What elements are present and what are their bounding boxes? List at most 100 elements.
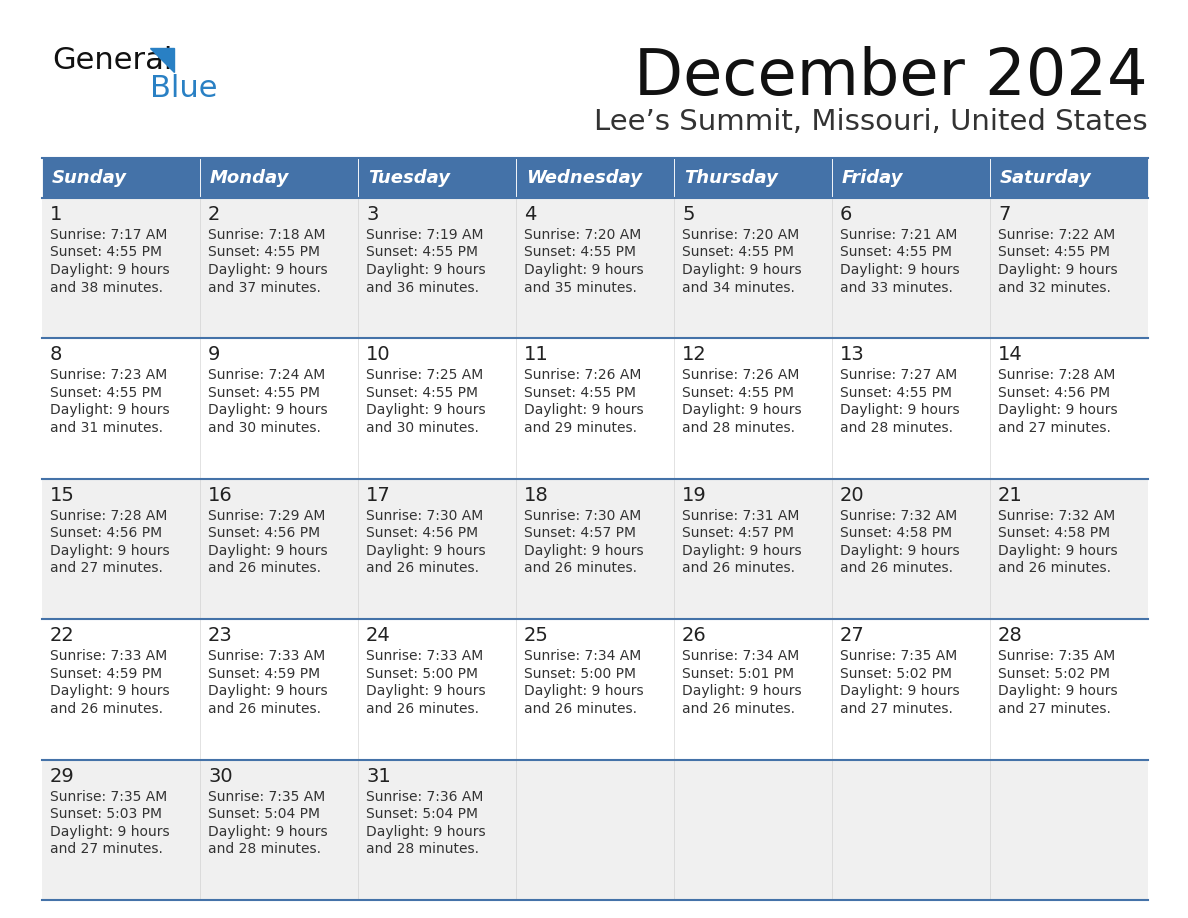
Text: 9: 9 xyxy=(208,345,221,364)
Text: and 26 minutes.: and 26 minutes. xyxy=(998,561,1111,576)
Text: and 34 minutes.: and 34 minutes. xyxy=(682,281,795,295)
Text: Sunrise: 7:32 AM: Sunrise: 7:32 AM xyxy=(840,509,958,522)
Text: 11: 11 xyxy=(524,345,549,364)
Text: 14: 14 xyxy=(998,345,1023,364)
Text: Sunrise: 7:18 AM: Sunrise: 7:18 AM xyxy=(208,228,326,242)
Text: and 35 minutes.: and 35 minutes. xyxy=(524,281,637,295)
Text: Sunset: 4:56 PM: Sunset: 4:56 PM xyxy=(366,526,478,541)
Bar xyxy=(42,479,1148,620)
Text: 30: 30 xyxy=(208,767,233,786)
Text: General: General xyxy=(52,46,172,75)
Text: Sunset: 4:56 PM: Sunset: 4:56 PM xyxy=(50,526,162,541)
Text: Sunset: 4:58 PM: Sunset: 4:58 PM xyxy=(840,526,952,541)
Text: and 30 minutes.: and 30 minutes. xyxy=(208,420,321,435)
Text: Daylight: 9 hours: Daylight: 9 hours xyxy=(524,263,644,277)
Text: Sunset: 4:55 PM: Sunset: 4:55 PM xyxy=(366,245,478,260)
Text: Sunrise: 7:26 AM: Sunrise: 7:26 AM xyxy=(682,368,800,383)
Text: Daylight: 9 hours: Daylight: 9 hours xyxy=(682,684,802,699)
Text: Daylight: 9 hours: Daylight: 9 hours xyxy=(50,543,170,558)
Text: Sunrise: 7:33 AM: Sunrise: 7:33 AM xyxy=(208,649,326,663)
Text: Sunset: 5:01 PM: Sunset: 5:01 PM xyxy=(682,666,794,681)
Text: Daylight: 9 hours: Daylight: 9 hours xyxy=(840,263,960,277)
Text: Sunrise: 7:30 AM: Sunrise: 7:30 AM xyxy=(366,509,484,522)
Bar xyxy=(674,158,832,198)
Text: Monday: Monday xyxy=(210,169,290,187)
Text: 1: 1 xyxy=(50,205,63,224)
Text: 17: 17 xyxy=(366,486,391,505)
Text: Daylight: 9 hours: Daylight: 9 hours xyxy=(50,684,170,699)
Text: Friday: Friday xyxy=(842,169,904,187)
Text: Thursday: Thursday xyxy=(684,169,778,187)
Text: Sunset: 4:57 PM: Sunset: 4:57 PM xyxy=(682,526,794,541)
Polygon shape xyxy=(150,48,173,72)
Bar xyxy=(42,339,1148,479)
Text: Daylight: 9 hours: Daylight: 9 hours xyxy=(50,824,170,839)
Text: 12: 12 xyxy=(682,345,707,364)
Text: Daylight: 9 hours: Daylight: 9 hours xyxy=(998,684,1118,699)
Text: Sunrise: 7:27 AM: Sunrise: 7:27 AM xyxy=(840,368,958,383)
Text: 8: 8 xyxy=(50,345,63,364)
Bar xyxy=(42,759,1148,900)
Text: 18: 18 xyxy=(524,486,549,505)
Text: and 28 minutes.: and 28 minutes. xyxy=(682,420,795,435)
Text: Sunrise: 7:20 AM: Sunrise: 7:20 AM xyxy=(682,228,800,242)
Text: Tuesday: Tuesday xyxy=(368,169,450,187)
Text: Sunrise: 7:25 AM: Sunrise: 7:25 AM xyxy=(366,368,484,383)
Text: Sunrise: 7:34 AM: Sunrise: 7:34 AM xyxy=(682,649,800,663)
Bar xyxy=(42,158,200,198)
Text: and 26 minutes.: and 26 minutes. xyxy=(208,561,321,576)
Text: Sunday: Sunday xyxy=(52,169,127,187)
Bar xyxy=(200,158,358,198)
Text: Daylight: 9 hours: Daylight: 9 hours xyxy=(998,543,1118,558)
Text: Sunrise: 7:19 AM: Sunrise: 7:19 AM xyxy=(366,228,484,242)
Text: and 28 minutes.: and 28 minutes. xyxy=(840,420,953,435)
Text: Sunset: 5:00 PM: Sunset: 5:00 PM xyxy=(524,666,636,681)
Text: 23: 23 xyxy=(208,626,233,645)
Text: and 28 minutes.: and 28 minutes. xyxy=(366,842,479,856)
Text: 3: 3 xyxy=(366,205,378,224)
Text: 19: 19 xyxy=(682,486,707,505)
Text: and 27 minutes.: and 27 minutes. xyxy=(998,701,1111,716)
Text: Sunset: 5:02 PM: Sunset: 5:02 PM xyxy=(998,666,1110,681)
Text: and 32 minutes.: and 32 minutes. xyxy=(998,281,1111,295)
Bar xyxy=(358,158,516,198)
Text: Daylight: 9 hours: Daylight: 9 hours xyxy=(840,543,960,558)
Text: Daylight: 9 hours: Daylight: 9 hours xyxy=(998,263,1118,277)
Text: Sunrise: 7:33 AM: Sunrise: 7:33 AM xyxy=(50,649,168,663)
Text: 2: 2 xyxy=(208,205,221,224)
Text: December 2024: December 2024 xyxy=(634,46,1148,108)
Text: 24: 24 xyxy=(366,626,391,645)
Text: Sunset: 4:55 PM: Sunset: 4:55 PM xyxy=(208,386,320,400)
Text: Sunset: 5:00 PM: Sunset: 5:00 PM xyxy=(366,666,478,681)
Text: Sunset: 4:58 PM: Sunset: 4:58 PM xyxy=(998,526,1110,541)
Text: Sunrise: 7:26 AM: Sunrise: 7:26 AM xyxy=(524,368,642,383)
Text: Daylight: 9 hours: Daylight: 9 hours xyxy=(840,684,960,699)
Text: Daylight: 9 hours: Daylight: 9 hours xyxy=(998,403,1118,418)
Bar xyxy=(832,158,990,198)
Text: Sunset: 4:59 PM: Sunset: 4:59 PM xyxy=(208,666,320,681)
Text: and 26 minutes.: and 26 minutes. xyxy=(840,561,953,576)
Text: Lee’s Summit, Missouri, United States: Lee’s Summit, Missouri, United States xyxy=(594,108,1148,136)
Text: and 26 minutes.: and 26 minutes. xyxy=(366,701,479,716)
Bar xyxy=(42,198,1148,339)
Text: 10: 10 xyxy=(366,345,391,364)
Text: Sunset: 4:55 PM: Sunset: 4:55 PM xyxy=(366,386,478,400)
Text: Sunset: 5:02 PM: Sunset: 5:02 PM xyxy=(840,666,952,681)
Text: Sunrise: 7:17 AM: Sunrise: 7:17 AM xyxy=(50,228,168,242)
Text: Sunset: 5:03 PM: Sunset: 5:03 PM xyxy=(50,807,162,821)
Text: 15: 15 xyxy=(50,486,75,505)
Text: and 26 minutes.: and 26 minutes. xyxy=(366,561,479,576)
Text: and 33 minutes.: and 33 minutes. xyxy=(840,281,953,295)
Text: Sunrise: 7:33 AM: Sunrise: 7:33 AM xyxy=(366,649,484,663)
Text: and 27 minutes.: and 27 minutes. xyxy=(50,561,163,576)
Text: Wednesday: Wednesday xyxy=(526,169,642,187)
Text: Daylight: 9 hours: Daylight: 9 hours xyxy=(208,684,328,699)
Text: Daylight: 9 hours: Daylight: 9 hours xyxy=(524,403,644,418)
Text: Sunset: 4:55 PM: Sunset: 4:55 PM xyxy=(524,386,636,400)
Text: 25: 25 xyxy=(524,626,549,645)
Text: Sunset: 4:55 PM: Sunset: 4:55 PM xyxy=(840,245,952,260)
Text: Daylight: 9 hours: Daylight: 9 hours xyxy=(366,543,486,558)
Text: and 26 minutes.: and 26 minutes. xyxy=(682,701,795,716)
Text: Sunrise: 7:31 AM: Sunrise: 7:31 AM xyxy=(682,509,800,522)
Text: and 38 minutes.: and 38 minutes. xyxy=(50,281,163,295)
